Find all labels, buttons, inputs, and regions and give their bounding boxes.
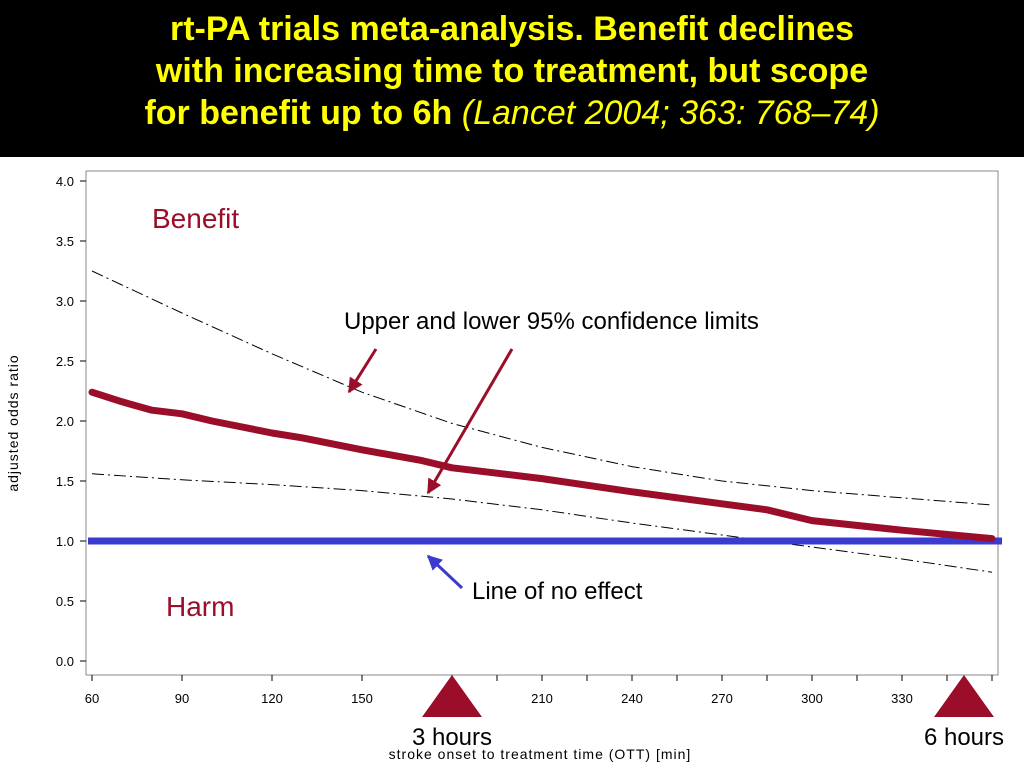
harm-label: Harm <box>166 591 234 622</box>
x-tick-label: 90 <box>175 691 189 706</box>
y-axis: 0.0 0.5 1.0 1.5 2.0 2.5 3.0 3.5 4.0 <box>56 174 86 669</box>
confidence-arrow-lower <box>426 348 514 495</box>
y-tick-label: 0.0 <box>56 654 74 669</box>
series-line-upper <box>91 270 993 506</box>
y-tick-label: 1.5 <box>56 474 74 489</box>
y-tick-label: 3.5 <box>56 234 74 249</box>
y-axis-title: adjusted odds ratio <box>5 354 21 491</box>
no-effect-arrow <box>426 554 464 590</box>
y-tick-label: 2.0 <box>56 414 74 429</box>
x-tick-label: 300 <box>801 691 823 706</box>
marker-layer <box>422 675 994 717</box>
title-line-2: with increasing time to treatment, but s… <box>155 52 869 90</box>
x-tick-label: 150 <box>351 691 373 706</box>
confidence-arrow-upper <box>347 348 378 394</box>
title-line-3: for benefit up to 6h (Lancet 2004; 363: … <box>0 92 1024 134</box>
no-effect-label: Line of no effect <box>472 578 643 605</box>
series-line-estimate <box>88 388 996 543</box>
x-tick-label: 270 <box>711 691 733 706</box>
marker-3h-label: 3 hours <box>412 724 492 751</box>
y-tick-label: 1.0 <box>56 534 74 549</box>
benefit-label: Benefit <box>152 203 239 234</box>
x-tick-label: 60 <box>85 691 99 706</box>
series-layer <box>88 270 1002 573</box>
y-tick-label: 2.5 <box>56 354 74 369</box>
confidence-limits-label: Upper and lower 95% confidence limits <box>344 308 759 335</box>
chart-title: rt-PA trials meta-analysis. Benefit decl… <box>0 0 1024 157</box>
series-line-lower <box>91 473 993 573</box>
y-tick-label: 0.5 <box>56 594 74 609</box>
odds-ratio-chart: 0.00.51.01.52.02.53.03.54.0 609012015018… <box>5 170 1004 762</box>
x-tick-label: 240 <box>621 691 643 706</box>
x-tick-label: 210 <box>531 691 553 706</box>
marker-3h <box>422 675 482 717</box>
title-line-3-text: for benefit up to 6h <box>144 94 453 132</box>
title-citation: (Lancet 2004; 363: 768–74) <box>461 94 880 132</box>
marker-6h-label: 6 hours <box>924 724 1004 751</box>
y-tick-label: 4.0 <box>56 174 74 189</box>
y-tick-label: 3.0 <box>56 294 74 309</box>
x-axis-title: stroke onset to treatment time (OTT) [mi… <box>389 746 692 762</box>
marker-6h <box>934 675 994 717</box>
title-line-1: rt-PA trials meta-analysis. Benefit decl… <box>169 10 855 48</box>
x-axis: 6090120150180210240270300330 <box>85 675 993 706</box>
x-tick-label: 330 <box>891 691 913 706</box>
x-tick-label: 120 <box>261 691 283 706</box>
